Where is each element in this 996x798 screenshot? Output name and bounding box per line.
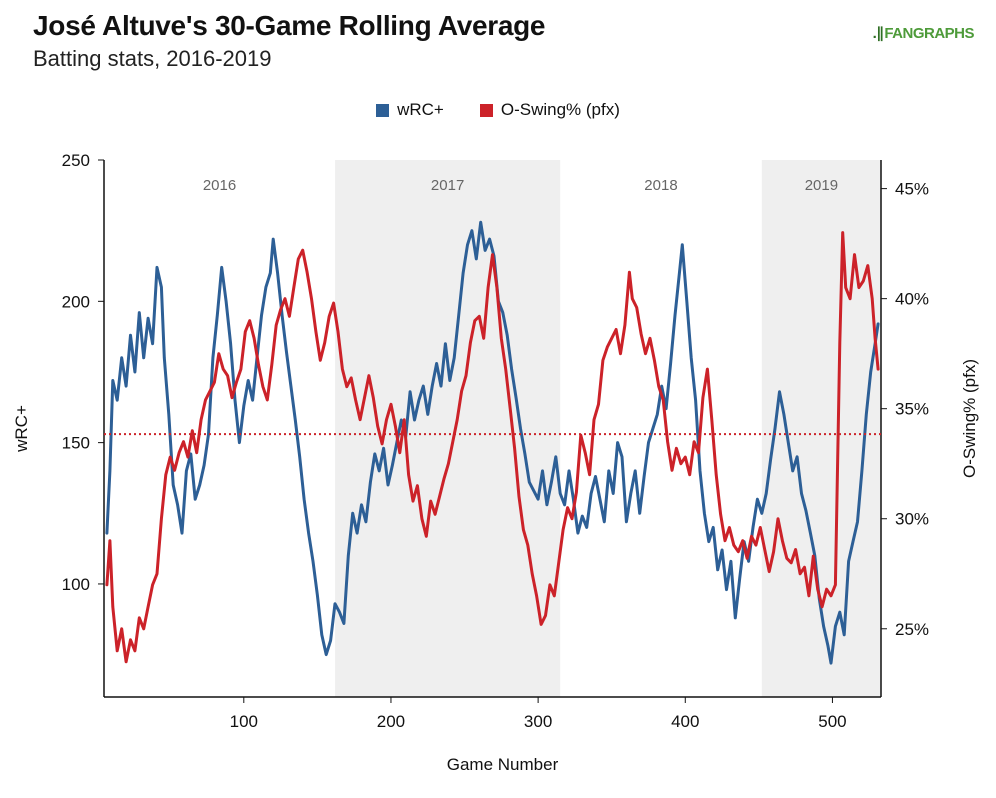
y-left-tick-label: 150 <box>62 434 90 453</box>
y-axis-right-title: O-Swing% (pfx) <box>960 359 979 478</box>
y-left-tick-label: 100 <box>62 575 90 594</box>
season-label-2019: 2019 <box>805 177 838 194</box>
chart-legend: wRC+ O-Swing% (pfx) <box>0 100 996 120</box>
y-left-tick-label: 200 <box>62 292 90 311</box>
y-right-tick-label: 35% <box>895 400 929 419</box>
legend-item-oswing: O-Swing% (pfx) <box>479 100 620 120</box>
y-right-tick-label: 40% <box>895 290 929 309</box>
legend-item-wrc: wRC+ <box>376 100 444 120</box>
series-line-oswing <box>105 231 880 664</box>
x-tick-label: 300 <box>524 712 552 731</box>
season-band-2017 <box>335 160 561 697</box>
season-label-2017: 2017 <box>431 177 464 194</box>
legend-label-oswing: O-Swing% (pfx) <box>500 100 620 119</box>
x-axis-title: Game Number <box>447 755 559 774</box>
x-tick-label: 400 <box>671 712 699 731</box>
fangraphs-logo-text: FANGRAPHS <box>884 25 974 42</box>
fangraphs-logo-icon: .∥ <box>872 25 884 42</box>
y-left-tick-label: 250 <box>62 151 90 170</box>
legend-label-wrc: wRC+ <box>397 100 444 119</box>
y-right-tick-label: 25% <box>895 620 929 639</box>
y-right-tick-label: 45% <box>895 180 929 199</box>
y-axis-left-title: wRC+ <box>12 405 31 453</box>
x-tick-label: 500 <box>818 712 846 731</box>
season-label-2016: 2016 <box>203 177 236 194</box>
chart-subtitle: Batting stats, 2016-2019 <box>33 46 272 71</box>
legend-swatch-oswing <box>479 103 493 117</box>
season-label-2018: 2018 <box>644 177 677 194</box>
y-right-tick-label: 30% <box>895 510 929 529</box>
fangraphs-logo: .∥FANGRAPHS <box>872 24 975 42</box>
legend-swatch-wrc <box>376 103 390 117</box>
chart-title: José Altuve's 30-Game Rolling Average <box>33 10 546 41</box>
x-tick-label: 100 <box>230 712 258 731</box>
x-tick-label: 200 <box>377 712 405 731</box>
